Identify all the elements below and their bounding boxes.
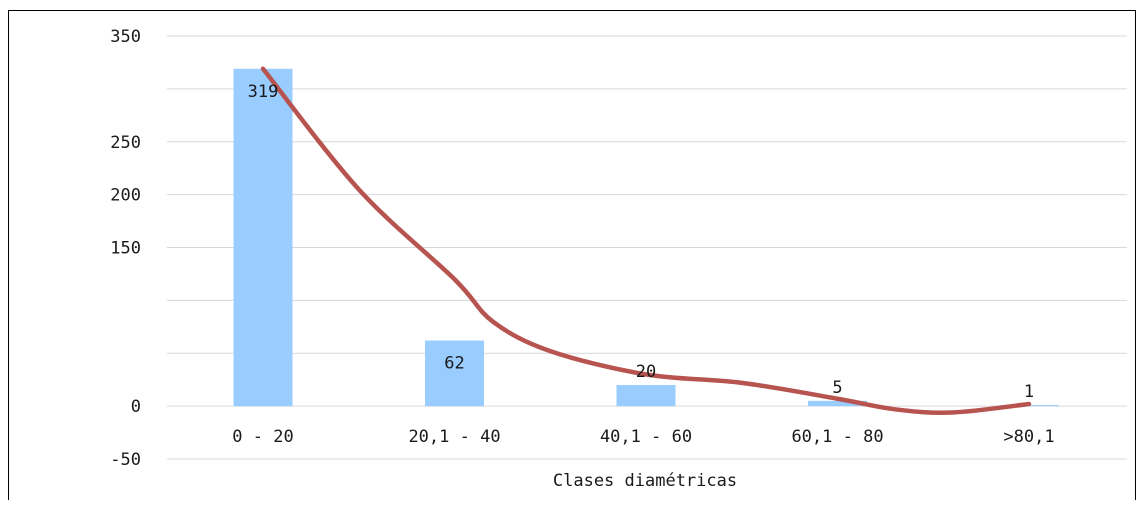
bar [425, 340, 484, 407]
x-tick-label: 40,1 - 60 [600, 427, 692, 447]
bar [616, 384, 676, 407]
data-label: 20 [636, 362, 656, 382]
y-axis-ticks: 350 250 200 150 0 -50 [110, 27, 141, 470]
bar-chart: 350 250 200 150 0 -50 319 62 20 5 1 0 - 20 20,1 - … [110, 27, 1127, 491]
data-label: 319 [248, 82, 279, 102]
x-axis-title: Clases diamétricas [553, 471, 737, 491]
data-label: 5 [832, 378, 842, 398]
y-tick-label: -50 [110, 450, 141, 470]
trendline [260, 66, 1032, 415]
y-tick-label: 0 [131, 397, 141, 417]
trendline-layer [260, 66, 1032, 415]
data-label: 1 [1024, 382, 1034, 402]
bars [233, 68, 1059, 407]
x-tick-label: 60,1 - 80 [791, 427, 883, 447]
y-tick-label: 150 [110, 239, 141, 259]
x-axis-ticks: 0 - 20 20,1 - 40 40,1 - 60 60,1 - 80 >80,1 [232, 427, 1054, 447]
x-tick-label: 0 - 20 [232, 427, 293, 447]
y-tick-label: 250 [110, 133, 141, 153]
y-tick-label: 200 [110, 186, 141, 206]
data-label: 62 [444, 354, 464, 374]
gridlines [167, 35, 1127, 460]
value-labels: 319 62 20 5 1 [248, 82, 1034, 402]
x-tick-label: >80,1 [1003, 427, 1054, 447]
y-tick-label: 350 [110, 27, 141, 47]
bar [233, 68, 293, 407]
chart-frame: 350 250 200 150 0 -50 319 62 20 5 1 0 - 20 20,1 - … [8, 10, 1136, 500]
x-tick-label: 20,1 - 40 [408, 427, 500, 447]
bar [808, 400, 867, 407]
